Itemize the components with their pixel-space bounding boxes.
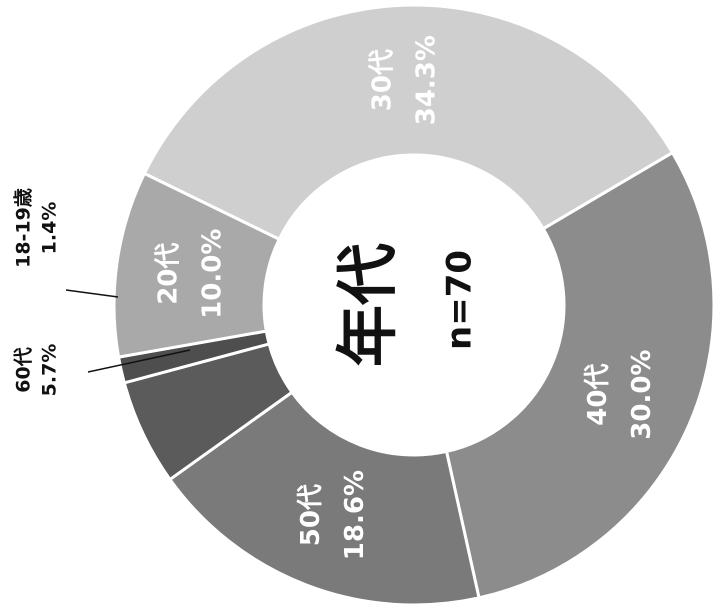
slice-2 [167,390,481,607]
leader-lines-group [65,289,191,373]
leader-line-3 [87,349,191,373]
slice-name-3: 60代 [13,347,35,392]
slice-label-3: 60代 5.7% [13,344,61,397]
slice-value-1: 30.0% [627,350,657,440]
slice-1 [444,150,714,600]
center-group: 年代 n=70 [331,243,479,367]
slice-value-2: 18.6% [340,470,370,560]
center-sample-size: n=70 [440,250,480,350]
slice-label-2: 50代 18.6% [296,470,370,560]
slice-5 [112,171,282,359]
slice-name-0: 30代 [368,49,398,111]
slice-0 [142,3,675,242]
labels-group: 30代 34.3% 40代 30.0% 50代 18.6% 60代 5.7% 18-19歳 1.4… [13,35,657,560]
slice-label-5: 20代 10.0% [154,229,228,319]
slice-value-4: 1.4% [39,202,61,255]
slice-label-1: 40代 30.0% [583,350,657,440]
slice-name-1: 40代 [583,364,613,426]
slice-value-5: 10.0% [198,229,228,319]
slice-name-2: 50代 [296,484,326,546]
leader-line-4 [65,289,119,298]
slice-label-0: 30代 34.3% [368,35,442,125]
slice-name-5: 20代 [154,243,184,305]
slices-group [112,3,714,607]
center-title: 年代 [331,243,404,367]
slice-value-0: 34.3% [412,35,442,125]
slice-name-4: 18-19歳 [13,188,35,268]
slice-value-3: 5.7% [39,344,61,397]
slice-label-4: 18-19歳 1.4% [13,188,61,268]
